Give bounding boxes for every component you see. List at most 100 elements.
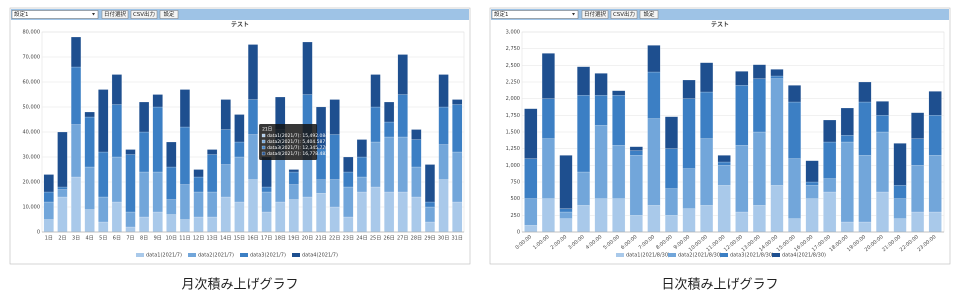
bar-segment: [840, 135, 854, 143]
bar-segment: [893, 185, 907, 199]
bar-segment: [356, 156, 367, 178]
bar-segment: [152, 211, 163, 233]
bar-segment: [411, 196, 422, 233]
x-tick-label: 26日: [383, 236, 394, 242]
bar-segment: [858, 155, 872, 223]
bar-segment: [876, 101, 889, 116]
bar-segment: [234, 156, 245, 203]
y-tick-label: 70,000: [23, 55, 41, 61]
select-box[interactable]: [11, 10, 99, 19]
y-tick-label: 3,000: [506, 30, 520, 36]
bar-segment: [559, 208, 573, 213]
bar-segment: [111, 74, 122, 105]
x-tick-label: 2日: [58, 236, 66, 242]
toolbar-button[interactable]: [130, 10, 158, 19]
bar-segment: [329, 134, 340, 180]
bar-segment: [384, 121, 395, 138]
bar-segment: [234, 114, 245, 143]
select-box[interactable]: [491, 10, 579, 19]
bar-segment: [700, 91, 714, 139]
toolbar-button-label: CSV出力: [133, 10, 155, 18]
bar-segment: [207, 216, 218, 233]
bar-segment: [84, 166, 95, 210]
bar-segment: [840, 141, 854, 223]
legend-label: data2(2021/7): [198, 253, 234, 259]
legend-label: data2(2021/8/30): [678, 253, 722, 259]
bar-segment: [166, 141, 177, 168]
bar-segment: [152, 171, 163, 213]
select-arrow: [92, 13, 95, 16]
bar-segment: [329, 206, 340, 233]
bar-segment: [84, 116, 95, 168]
bar-segment: [220, 164, 231, 198]
bar-segment: [647, 118, 661, 206]
bar-segment: [541, 198, 555, 233]
bar-segment: [139, 101, 150, 133]
bar-segment: [84, 111, 95, 118]
bar-segment: [559, 155, 573, 209]
bar-segment: [234, 141, 245, 158]
x-tick-label: 19日: [288, 236, 299, 242]
bar-segment: [193, 216, 204, 233]
bar-segment: [893, 143, 907, 186]
bar-segment: [247, 44, 259, 100]
bar-segment: [98, 89, 109, 153]
tooltip-title: 21日: [262, 127, 272, 133]
toolbar-button[interactable]: [581, 10, 609, 19]
x-tick-label: 9日: [154, 236, 162, 242]
bar-segment: [57, 189, 68, 198]
bar-segment: [752, 78, 766, 133]
bar-segment: [788, 218, 801, 233]
bar-segment: [700, 205, 714, 233]
bar-segment: [717, 161, 731, 166]
toolbar-button[interactable]: [159, 10, 179, 19]
bar-segment: [179, 89, 190, 128]
toolbar-button[interactable]: [610, 10, 638, 19]
bar-segment: [71, 176, 82, 233]
bar-segment: [384, 101, 395, 123]
tooltip-line: data2(2021/7): 5,404.587: [267, 139, 325, 145]
bar-segment: [452, 99, 463, 105]
y-tick-label: 0: [517, 230, 520, 236]
legend-swatch: [136, 253, 144, 257]
bar-segment: [612, 90, 626, 96]
bar-segment: [329, 179, 340, 208]
bar-segment: [288, 199, 299, 233]
legend-label: data4(2021/8/30): [782, 253, 826, 259]
bar-segment: [717, 165, 731, 186]
bar-segment: [612, 95, 626, 146]
y-tick-label: 20,000: [23, 180, 41, 186]
x-tick-label: 12日: [193, 236, 204, 242]
y-tick-label: 500: [510, 196, 520, 202]
bar-segment: [735, 85, 749, 146]
bar-segment: [717, 155, 731, 163]
bar-segment: [928, 91, 942, 116]
x-tick-label: 4日: [86, 236, 94, 242]
bar-segment: [98, 221, 109, 233]
toolbar-button-label: 日付選択: [104, 10, 127, 18]
bar-segment: [424, 206, 435, 223]
bar-segment: [452, 104, 463, 153]
toolbar-button[interactable]: [101, 10, 129, 19]
bar-segment: [343, 171, 354, 188]
x-tick-label: 10日: [166, 236, 177, 242]
bar-segment: [823, 178, 837, 193]
bar-segment: [823, 119, 837, 143]
bar-segment: [179, 184, 190, 220]
legend-swatch: [292, 253, 300, 257]
x-tick-label: 6日: [113, 236, 121, 242]
bar-segment: [207, 191, 218, 218]
bar-segment: [288, 171, 299, 185]
toolbar-button[interactable]: [639, 10, 659, 19]
x-tick-label: 5日: [99, 236, 107, 242]
bar-segment: [559, 218, 573, 233]
bar-segment: [247, 134, 259, 180]
tooltip-line: data1(2021/7): 15,492.084: [267, 133, 328, 139]
bar-segment: [717, 185, 731, 233]
x-tick-label: 23日: [343, 236, 354, 242]
bar-segment: [370, 106, 381, 143]
tooltip-swatch: [261, 145, 266, 150]
bar-segment: [682, 79, 696, 99]
bar-segment: [139, 216, 150, 233]
